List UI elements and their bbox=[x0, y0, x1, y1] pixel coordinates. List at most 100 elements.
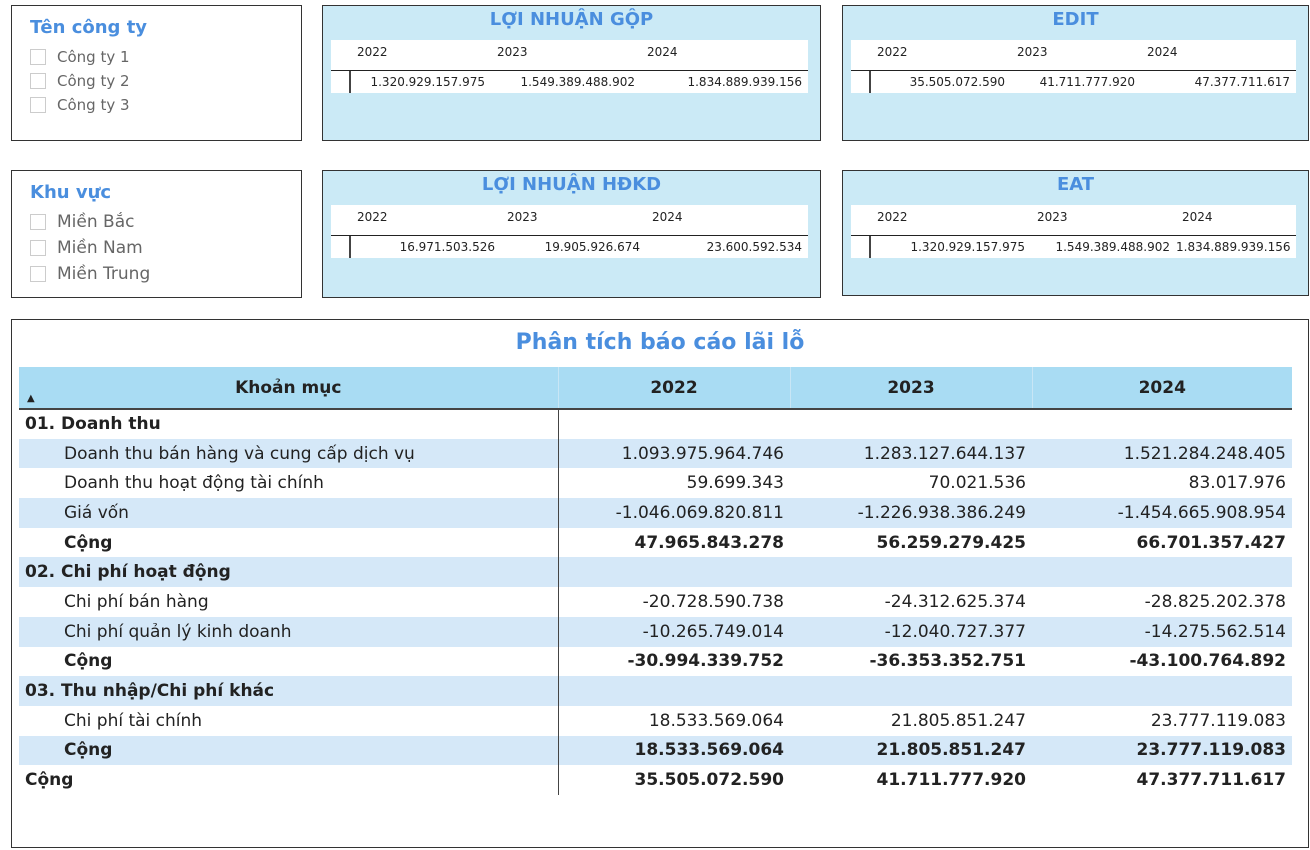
card-title: EAT bbox=[1056, 174, 1095, 195]
cell-value: -43.100.764.892 bbox=[1129, 651, 1286, 672]
eat-card: EAT 2022 2023 2024 1.320.929.157.975 1.549.38… bbox=[842, 170, 1309, 296]
row-label: Giá vốn bbox=[19, 498, 559, 528]
cell-value bbox=[1032, 557, 1292, 588]
pl-table-title: Phân tích báo cáo lãi lỗ bbox=[515, 330, 805, 355]
card-header-row: 2022 2023 2024 bbox=[331, 205, 808, 236]
cell-value: -36.353.352.751 bbox=[869, 651, 1026, 672]
card-title: EDIT bbox=[1052, 9, 1099, 30]
card-year: 2024 bbox=[1182, 210, 1213, 224]
checkbox-icon[interactable] bbox=[30, 266, 46, 282]
card-value: 35.505.072.590 bbox=[909, 75, 1005, 89]
slicer-option[interactable]: Miền Bắc bbox=[30, 212, 134, 232]
checkbox-icon[interactable] bbox=[30, 240, 46, 256]
card-value: 16.971.503.526 bbox=[399, 240, 495, 254]
card-title: LỢI NHUẬN HĐKD bbox=[481, 174, 662, 195]
card-year: 2024 bbox=[652, 210, 683, 224]
card-year: 2023 bbox=[1037, 210, 1068, 224]
column-header-2023[interactable]: 2023 bbox=[790, 367, 1033, 410]
card-table: 2022 2023 2024 1.320.929.157.975 1.549.389.4… bbox=[331, 40, 808, 93]
row-marker bbox=[851, 236, 871, 258]
card-value: 19.905.926.674 bbox=[544, 240, 640, 254]
sort-ascending-icon[interactable]: ▲ bbox=[27, 393, 35, 404]
card-header-row: 2022 2023 2024 bbox=[331, 40, 808, 71]
row-label: 02. Chi phí hoạt động bbox=[19, 557, 559, 588]
slicer-option[interactable]: Miền Trung bbox=[30, 264, 150, 284]
card-table: 2022 2023 2024 35.505.072.590 41.711.777.920… bbox=[851, 40, 1296, 93]
column-header-2022[interactable]: 2022 bbox=[558, 367, 791, 410]
checkbox-icon[interactable] bbox=[30, 214, 46, 230]
card-value: 47.377.711.617 bbox=[1194, 75, 1290, 89]
card-header-row: 2022 2023 2024 bbox=[851, 205, 1296, 236]
card-value: 1.549.389.488.902 bbox=[520, 75, 635, 89]
option-label: Công ty 1 bbox=[57, 48, 130, 66]
checkbox-icon[interactable] bbox=[30, 49, 46, 65]
cell-value: 47.965.843.278 bbox=[634, 532, 785, 553]
cell-value bbox=[558, 557, 790, 588]
table-row: Cộng 18.533.569.064 21.805.851.247 23.777.1… bbox=[19, 735, 1292, 766]
cell-value: -12.040.727.377 bbox=[790, 616, 1032, 647]
cell-value bbox=[790, 409, 1032, 439]
card-data-row: 1.320.929.157.975 1.549.389.488.902 1.834.… bbox=[851, 236, 1296, 258]
card-year: 2023 bbox=[1017, 45, 1048, 59]
table-row: Cộng -30.994.339.752 -36.353.352.751 -43.10… bbox=[19, 646, 1292, 677]
cell-value: 21.805.851.247 bbox=[890, 710, 1026, 731]
cell-value: 1.283.127.644.137 bbox=[790, 438, 1032, 469]
table-row: Chi phí tài chính 18.533.569.064 21.805.85… bbox=[19, 705, 1292, 736]
row-label: Chi phí bán hàng bbox=[19, 587, 559, 617]
card-year: 2022 bbox=[357, 45, 388, 59]
table-row: 02. Chi phí hoạt động bbox=[19, 557, 1292, 588]
card-data-row: 1.320.929.157.975 1.549.389.488.902 1.834.… bbox=[331, 71, 808, 93]
card-table: 2022 2023 2024 1.320.929.157.975 1.549.389.4… bbox=[851, 205, 1296, 258]
table-row: Chi phí quản lý kinh doanh -10.265.749.01… bbox=[19, 616, 1292, 647]
table-row: Doanh thu bán hàng và cung cấp dịch vụ 1.… bbox=[19, 438, 1292, 469]
option-label: Công ty 3 bbox=[57, 96, 130, 114]
slicer-option[interactable]: Công ty 2 bbox=[30, 72, 130, 90]
edit-card: EDIT 2022 2023 2024 35.505.072.590 41.711.777… bbox=[842, 5, 1309, 141]
checkbox-icon[interactable] bbox=[30, 97, 46, 113]
cell-value: 70.021.536 bbox=[928, 473, 1026, 494]
table-row: Cộng 35.505.072.590 41.711.777.920 47.377.7… bbox=[19, 765, 1292, 795]
cell-value: 35.505.072.590 bbox=[634, 770, 785, 791]
card-year: 2024 bbox=[1147, 45, 1178, 59]
cell-value: 59.699.343 bbox=[686, 473, 784, 494]
cell-value: 21.805.851.247 bbox=[790, 735, 1032, 766]
card-year: 2023 bbox=[497, 45, 528, 59]
header-label: Khoản mục bbox=[235, 377, 342, 398]
card-value: 41.711.777.920 bbox=[1039, 75, 1135, 89]
operating-profit-card: LỢI NHUẬN HĐKD 2022 2023 2024 16.971.503.526… bbox=[322, 170, 821, 298]
slicer-title: Tên công ty bbox=[30, 17, 148, 38]
row-label: Chi phí quản lý kinh doanh bbox=[19, 616, 559, 647]
cell-value: -10.265.749.014 bbox=[558, 616, 790, 647]
card-year: 2022 bbox=[877, 210, 908, 224]
table-row: Cộng 47.965.843.278 56.259.279.425 66.701.3… bbox=[19, 527, 1292, 558]
cell-value: 1.093.975.964.746 bbox=[558, 438, 790, 469]
option-label: Miền Trung bbox=[57, 264, 151, 284]
cell-value: 66.701.357.427 bbox=[1136, 532, 1287, 553]
row-marker bbox=[331, 236, 351, 258]
card-year: 2022 bbox=[357, 210, 388, 224]
slicer-option[interactable]: Công ty 1 bbox=[30, 48, 130, 66]
row-label: Cộng bbox=[19, 646, 559, 677]
card-value: 1.834.889.939.156 bbox=[1176, 240, 1291, 254]
company-slicer: Tên công ty Công ty 1 Công ty 2 Công ty 3 bbox=[11, 5, 302, 141]
slicer-option[interactable]: Công ty 3 bbox=[30, 96, 130, 114]
slicer-option[interactable]: Miền Nam bbox=[30, 238, 143, 258]
cell-value: -14.275.562.514 bbox=[1032, 616, 1292, 647]
cell-value: 23.777.119.083 bbox=[1150, 710, 1286, 731]
card-value: 23.600.592.534 bbox=[706, 240, 802, 254]
cell-value bbox=[1032, 676, 1292, 706]
cell-value: 83.017.976 bbox=[1188, 473, 1286, 494]
table-row: 03. Thu nhập/Chi phí khác bbox=[19, 676, 1292, 706]
cell-value bbox=[790, 676, 1032, 706]
column-header-2024[interactable]: 2024 bbox=[1032, 367, 1292, 410]
card-value: 1.549.389.488.902 bbox=[1055, 240, 1170, 254]
row-label: Cộng bbox=[19, 735, 559, 766]
cell-value: 1.521.284.248.405 bbox=[1032, 438, 1292, 469]
card-value: 1.834.889.939.156 bbox=[687, 75, 802, 89]
region-slicer: Khu vực Miền Bắc Miền Nam Miền Trung bbox=[11, 170, 302, 298]
row-marker bbox=[331, 71, 351, 93]
column-header-item[interactable]: Khoản mục ▲ bbox=[19, 367, 559, 410]
cell-value: 23.777.119.083 bbox=[1032, 735, 1292, 766]
option-label: Miền Bắc bbox=[57, 212, 135, 232]
checkbox-icon[interactable] bbox=[30, 73, 46, 89]
